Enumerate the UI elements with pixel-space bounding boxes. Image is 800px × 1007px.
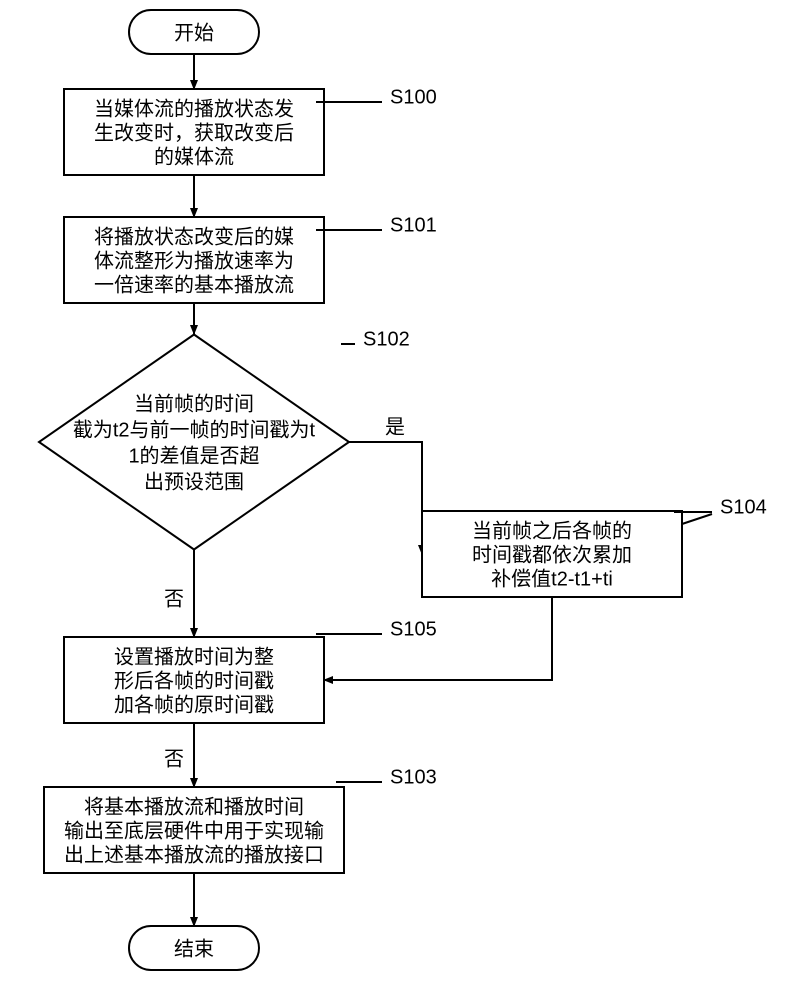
svg-text:当媒体流的播放状态发: 当媒体流的播放状态发 [94,97,294,120]
svg-text:设置播放时间为整: 设置播放时间为整 [114,645,274,668]
svg-text:否: 否 [164,748,184,770]
svg-text:是: 是 [385,416,405,438]
svg-text:形后各帧的时间戳: 形后各帧的时间戳 [114,669,274,692]
svg-text:S104: S104 [720,496,767,518]
svg-text:体流整形为播放速率为: 体流整形为播放速率为 [94,249,294,272]
svg-text:1的差值是否超: 1的差值是否超 [128,444,259,467]
svg-text:截为t2与前一帧的时间戳为t: 截为t2与前一帧的时间戳为t [73,418,316,441]
node-s101: 将播放状态改变后的媒体流整形为播放速率为一倍速率的基本播放流 [64,217,324,303]
svg-text:S105: S105 [390,618,437,640]
svg-text:输出至底层硬件中用于实现输: 输出至底层硬件中用于实现输 [64,819,324,842]
svg-text:的媒体流: 的媒体流 [154,145,234,168]
svg-text:出上述基本播放流的播放接口: 出上述基本播放流的播放接口 [64,843,324,866]
node-s102: 当前帧的时间截为t2与前一帧的时间戳为t 1的差值是否超出预设范围 [39,335,349,550]
svg-text:将基本播放流和播放时间: 将基本播放流和播放时间 [84,795,304,818]
svg-text:S103: S103 [390,766,437,788]
nodes-layer: 开始当媒体流的播放状态发生改变时，获取改变后的媒体流将播放状态改变后的媒体流整形… [39,10,682,970]
svg-text:补偿值t2-t1+ti: 补偿值t2-t1+ti [491,567,613,590]
svg-text:一倍速率的基本播放流: 一倍速率的基本播放流 [94,273,294,296]
edge-s104-s105 [324,597,552,680]
svg-text:结束: 结束 [174,937,214,960]
edge-s102-s104 [349,442,422,554]
svg-text:当前帧之后各帧的: 当前帧之后各帧的 [472,519,632,542]
node-s103: 将基本播放流和播放时间输出至底层硬件中用于实现输出上述基本播放流的播放接口 [44,787,344,873]
svg-text:当前帧的时间: 当前帧的时间 [134,392,254,415]
node-s104: 当前帧之后各帧的时间戳都依次累加补偿值t2-t1+ti [422,511,682,597]
node-end: 结束 [129,926,259,970]
svg-text:出预设范围: 出预设范围 [144,470,244,493]
svg-text:时间戳都依次累加: 时间戳都依次累加 [472,543,632,566]
svg-text:S100: S100 [390,86,437,108]
svg-text:S102: S102 [363,328,410,350]
node-start: 开始 [129,10,259,54]
node-s100: 当媒体流的播放状态发生改变时，获取改变后的媒体流 [64,89,324,175]
svg-text:将播放状态改变后的媒: 将播放状态改变后的媒 [94,225,294,248]
svg-text:开始: 开始 [174,21,214,44]
flowchart: 开始当媒体流的播放状态发生改变时，获取改变后的媒体流将播放状态改变后的媒体流整形… [0,0,800,1007]
node-s105: 设置播放时间为整形后各帧的时间戳加各帧的原时间戳 [64,637,324,723]
svg-text:S101: S101 [390,214,437,236]
svg-text:否: 否 [164,588,184,610]
svg-text:生改变时，获取改变后: 生改变时，获取改变后 [94,121,294,144]
svg-text:加各帧的原时间戳: 加各帧的原时间戳 [114,693,274,716]
